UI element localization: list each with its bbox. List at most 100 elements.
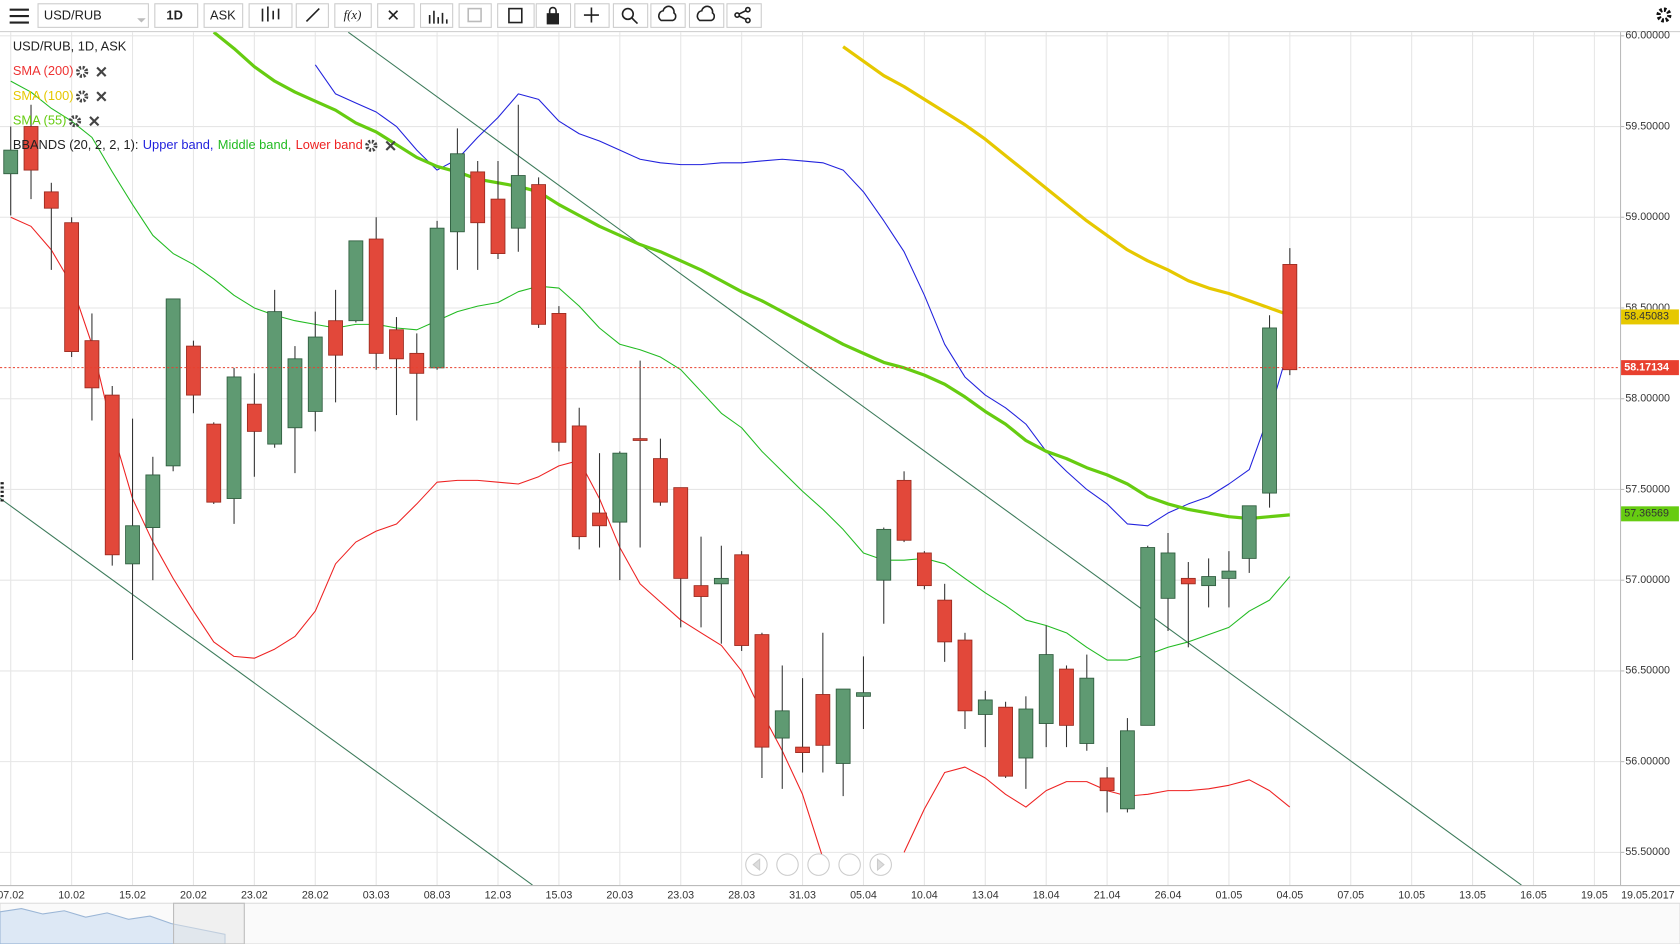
candle-body [1180,577,1196,585]
candle-body [104,394,120,556]
x-tick-label: 18.04 [1033,890,1060,902]
candle-body [206,423,222,503]
x-tick-label: 13.04 [972,890,999,902]
legend-icons[interactable] [75,90,107,103]
x-tick-label: 10.04 [911,890,938,902]
indicator-line [314,64,1291,527]
y-tick-label: 56.50000 [1625,665,1670,677]
plot-area [0,32,1522,886]
candle-body [977,699,993,715]
legend-entry: SMA (200) [13,63,74,78]
candle-body [429,227,445,369]
candle-body [835,688,851,764]
symbol: USD/RUB [44,7,102,22]
x-tick-label: 07.05 [1337,890,1364,902]
current-date-label: 19.05.2017 [1621,890,1675,902]
x-tick-label: 05.04 [850,890,877,902]
last-value-box [1621,506,1679,522]
x-tick-label: 23.03 [667,890,694,902]
candle-body [1241,505,1257,559]
candle-body [998,706,1013,777]
close-icon [96,91,107,102]
x-tick-label: 20.02 [180,890,207,902]
x-tick-label: 19.05 [1581,890,1608,902]
legend-entry: Middle band, [218,137,292,152]
candle-body [470,171,486,224]
x-tick-label: 15.02 [119,890,146,902]
candle-body [734,554,750,646]
candle-body [774,710,790,739]
legend-entry: SMA (100) [13,88,74,103]
settings-gear[interactable] [1656,7,1672,23]
candle-body [1140,547,1156,726]
candle-body [64,222,80,352]
candle-body [449,153,465,233]
y-tick-label: 58.00000 [1625,393,1670,405]
side-box[interactable] [203,3,244,28]
candle-body [510,175,526,229]
x-tick-label: 16.05 [1520,890,1547,902]
candle-body [795,746,810,753]
candle-body [368,238,384,354]
y-tick-label: 56.00000 [1625,755,1670,767]
x-tick-label: 23.02 [241,890,268,902]
chart-title: USD/RUB, 1D, ASK [13,39,127,54]
y-tick-label: 59.00000 [1625,211,1670,223]
x-tick-label: 12.03 [485,890,512,902]
toolbar: USD/RUB 1D ASK [0,0,1680,33]
candle-body [896,479,912,541]
candle-body [1221,570,1237,579]
navigation-buttons[interactable] [745,853,892,876]
candle-body [1120,730,1135,810]
x-tick-label: 08.03 [424,890,451,902]
gear-icon [75,65,89,78]
timeframe-box[interactable] [154,3,199,28]
candle-body [876,528,892,581]
candle-body [1079,677,1095,744]
trendline [347,32,1522,886]
candle-body [267,311,283,445]
candle-body [1099,777,1115,792]
last-price-label: 58.17134 [1624,361,1669,373]
candle-body [125,525,140,565]
legend-entry: Lower band [296,137,363,152]
last-value-label: 57.36569 [1624,508,1669,520]
dropdown-arrow [137,18,146,23]
y-tick-label: 57.50000 [1625,483,1670,495]
candle-body [3,149,19,175]
y-tick-label: 57.00000 [1625,574,1670,586]
candle-body [592,512,607,527]
candle-body [957,639,973,712]
candle-body [226,376,242,499]
legend-entry: BBANDS (20, 2, 2, 1): [13,137,139,152]
legend-icons[interactable] [365,139,396,152]
candle-body [165,298,181,467]
candle-body [43,191,59,209]
menu-button[interactable] [9,8,29,24]
last-price-box [1621,360,1679,376]
candle-body [612,452,628,523]
legend-icons[interactable] [75,65,107,78]
candle-body [246,403,262,432]
x-tick-label: 10.02 [58,890,85,902]
toolbar-icons[interactable] [248,3,762,28]
legend: USD/RUB, 1D, ASK SMA (200) SMA (100) SMA (5… [13,39,396,152]
gear-icon [68,114,82,128]
candle-body [1038,654,1054,724]
x-tick-label: 15.03 [546,890,573,902]
legend-entry: Upper band, [143,137,214,152]
navigator [0,902,1680,944]
candle-body [490,198,506,254]
trendline [0,497,533,886]
y-tick-label: 55.50000 [1625,846,1670,858]
candle-body [23,126,39,171]
symbol-box[interactable] [37,3,149,28]
candle-body [916,552,932,587]
candle-body [551,313,567,443]
candle-body [1059,668,1074,726]
gear-icon [75,90,89,103]
legend-icons[interactable] [68,114,100,128]
function-button[interactable]: f(x) [344,8,362,22]
